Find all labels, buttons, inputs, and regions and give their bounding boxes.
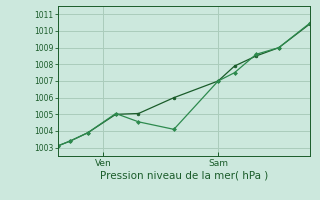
X-axis label: Pression niveau de la mer( hPa ): Pression niveau de la mer( hPa ) <box>100 171 268 181</box>
